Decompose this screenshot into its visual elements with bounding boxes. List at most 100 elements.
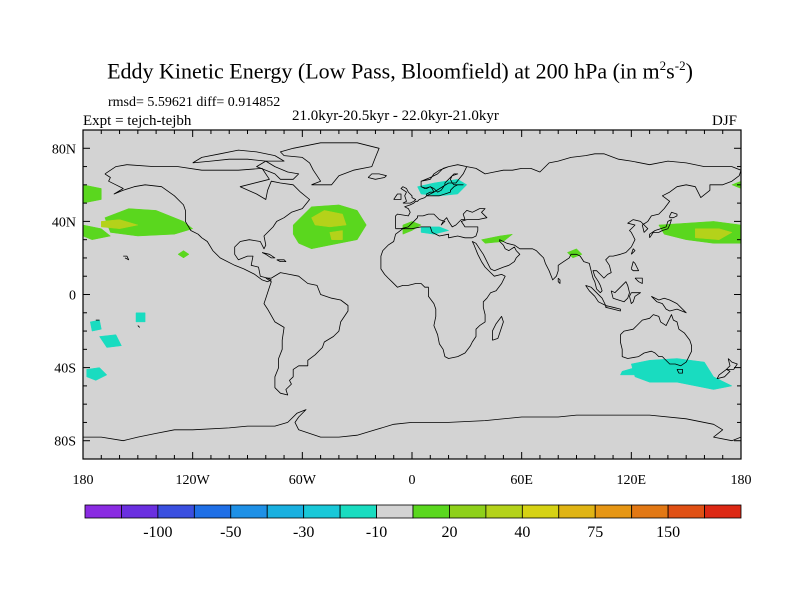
colorbar-label: -10 [366,524,387,541]
stats-label: rmsd= 5.59621 diff= 0.914852 [108,95,281,110]
colorbar-box [667,504,705,519]
anomaly-region-11 [177,250,190,259]
coastline-18 [610,281,630,303]
coastline-27 [83,409,741,442]
anomaly-region-21 [695,228,733,240]
anomaly-region-13 [402,221,422,235]
anomaly-region-9 [83,224,111,240]
anomaly-region-10 [104,208,193,237]
coastline-22 [634,277,643,284]
colorbar-box [193,504,232,519]
colorbar-box [121,504,159,519]
colorbar-box [558,504,596,519]
colorbar-label: 75 [587,524,603,541]
anomaly-region-1 [135,312,146,323]
anomaly-region-20 [101,219,139,229]
coastline-29 [137,325,140,328]
lon-label: 120E [617,473,647,488]
title-sup-1: 2 [659,58,667,73]
chart-title: Eddy Kinetic Energy (Low Pass, Bloomfiel… [0,58,800,84]
coastline-26 [276,259,287,263]
coastline-20 [629,292,641,305]
coastline-12 [726,358,738,370]
anomaly-region-4 [417,179,468,197]
colorbar-boxes [84,504,742,519]
anomaly-region-8 [83,184,102,204]
colorbar-box [266,504,305,519]
colorbar-box [339,504,377,519]
coastline-7 [393,193,402,200]
lat-label: 0 [69,289,76,304]
lon-label: 60W [289,473,317,488]
anomaly-regions [83,179,741,390]
colorbar-box [230,504,268,519]
anomaly-region-3 [86,367,108,381]
coastline-2 [279,142,380,186]
title-end: ) [685,58,693,84]
lat-label: 40S [54,362,76,377]
coastlines [83,142,741,442]
anomaly-region-6 [631,358,733,390]
colorbar-box [449,504,487,519]
coastline-9 [491,315,504,341]
lon-label: 60E [510,473,533,488]
coastline-8 [367,173,387,180]
coastline-10 [620,314,692,367]
coastline-15 [669,211,678,219]
colorbar-box [521,504,560,519]
period-label: 21.0kyr-20.5kyr - 22.0kyr-21.0kyr [292,108,499,124]
coastline-25 [261,252,276,259]
coastline-19 [651,295,687,314]
colorbar-labels: -100 -50 -30 -10 20 40 75 150 [143,524,680,541]
colorbar-label: 150 [656,524,680,541]
lat-label: 80N [52,142,76,157]
coastline-14 [649,219,672,239]
map-ticks [82,130,742,459]
anomaly-region-5 [420,226,449,235]
coastline-3 [192,149,285,164]
map-background [83,130,741,459]
coastline-5 [380,153,741,359]
anomaly-region-18 [311,210,347,228]
coastline-30 [123,255,130,261]
anomaly-region-17 [731,180,741,189]
colorbar-box [594,504,633,519]
coastline-4 [256,160,300,180]
title-main: Eddy Kinetic Energy (Low Pass, Bloomfiel… [107,58,660,84]
colorbar-label: -30 [293,524,314,541]
colorbar-box [412,504,450,519]
coastline-1 [263,272,349,396]
colorbar-box [157,504,195,519]
anomaly-region-19 [329,230,343,240]
title-sup-2: -2 [674,58,686,73]
lat-label: 40N [52,215,76,230]
coastline-0 [104,164,311,283]
coastline-11 [676,368,683,374]
lon-label: 120W [176,473,211,488]
coastline-6 [400,186,417,204]
coastline-13 [716,369,731,380]
colorbar-box [631,504,669,519]
anomaly-region-2 [99,334,122,348]
coastline-21 [630,261,639,272]
colorbar-box [303,504,341,519]
colorbar-box [485,504,523,519]
anomaly-region-7 [620,367,636,376]
lon-label: 180 [73,473,94,488]
season-label: DJF [712,113,738,129]
colorbar-box [84,504,122,519]
coastline-17 [605,305,621,312]
colorbar-label: 20 [441,524,457,541]
colorbar-box [704,504,742,519]
colorbar-label: 40 [514,524,530,541]
title-mid: s [666,58,675,84]
anomaly-region-0 [90,319,102,332]
map-axis-labels: 80N 40N 0 40S 80S 180 120W 60W 0 60E 120E 180 [52,142,752,488]
lon-label: 180 [731,473,752,488]
coastline-23 [630,248,636,255]
lon-label: 0 [409,473,416,488]
colorbar-box [376,504,414,519]
experiment-label: Expt = tejch-tejbh [83,113,192,129]
